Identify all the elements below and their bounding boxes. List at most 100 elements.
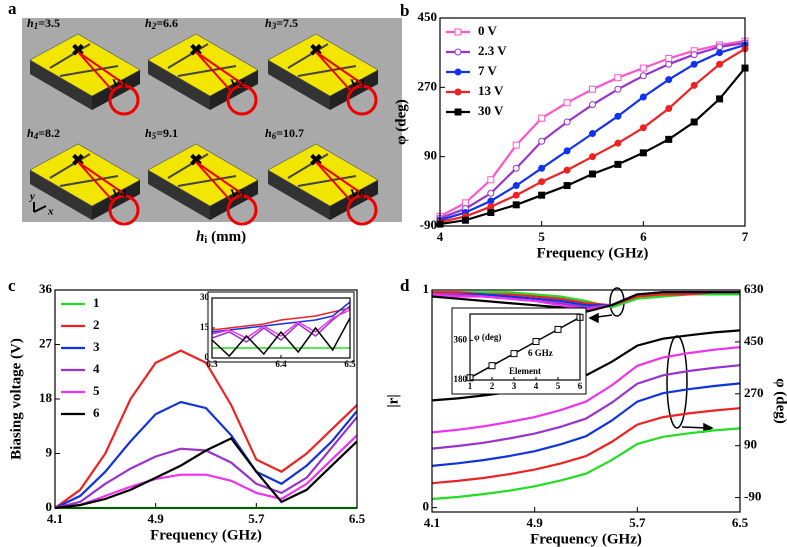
legend-label: 3	[93, 339, 100, 354]
panel-label: a	[8, 0, 17, 18]
h-value: =8.2	[38, 126, 60, 140]
marker	[614, 139, 622, 147]
plot-frame	[431, 289, 741, 513]
zoom-circle	[226, 84, 258, 116]
h-label: h2=6.6	[145, 16, 178, 31]
version-label: V4	[112, 186, 127, 200]
legend-label: 2.3 V	[478, 43, 507, 58]
y2-tick-label: -90	[744, 489, 761, 504]
h-symbol: h	[27, 16, 34, 30]
x-tick-label: 2	[490, 381, 495, 391]
h-symbol: h	[27, 126, 34, 140]
zoom-lines	[315, 51, 375, 93]
y-axis-label: Biasing voltage (V)	[8, 338, 24, 460]
h-symbol: h	[145, 16, 152, 30]
axis-name: y	[28, 191, 35, 203]
h-index: 5	[152, 131, 157, 141]
h-symbol: h	[265, 16, 272, 30]
marker	[589, 153, 596, 161]
marker	[639, 72, 647, 80]
series-line	[431, 346, 741, 434]
legend-label: 6	[93, 405, 100, 420]
marker	[589, 170, 596, 178]
axis-name: x	[47, 206, 54, 218]
marker	[512, 164, 520, 172]
x-axis-label: Frequency (GHz)	[537, 245, 649, 261]
legend-label: 1	[93, 295, 100, 310]
block-side	[268, 60, 330, 110]
axes-arrows	[33, 202, 47, 213]
legend-marker	[454, 28, 462, 36]
x-tick-label: 6.3	[206, 359, 218, 369]
y-tick-label: 36	[39, 281, 53, 296]
legend-label: 13 V	[478, 83, 504, 98]
x-axis-label: Element	[509, 366, 541, 376]
legend-marker	[454, 48, 462, 56]
block-top	[147, 33, 259, 97]
series-line	[54, 400, 358, 509]
y-tick-label: 0	[46, 499, 53, 514]
series-line	[211, 309, 351, 339]
x-tick-label: 6	[640, 229, 647, 244]
x-tick-label: 4.1	[424, 515, 440, 530]
panel-label: d	[400, 276, 410, 295]
marker	[487, 176, 495, 184]
marker	[563, 182, 571, 190]
y-tick-label: 9	[46, 444, 53, 459]
h-value: =3.5	[38, 16, 60, 30]
x-tick-label: 3	[512, 381, 517, 391]
y-tick-label: 270	[418, 78, 438, 93]
legend-marker	[454, 108, 462, 116]
legend-label: 5	[93, 383, 100, 398]
inset-background	[207, 291, 355, 363]
h-label: h1=3.5	[27, 16, 60, 31]
h-value: =6.6	[156, 16, 178, 30]
y-tick-label: 360	[454, 334, 468, 344]
h-symbol: h	[145, 126, 152, 140]
marker	[487, 203, 495, 211]
x-tick-label: 6.4	[275, 359, 287, 369]
y2-axis-label: φ (deg)	[773, 378, 787, 424]
legend-label: 4	[93, 361, 100, 376]
x-tick-label: 4.1	[47, 511, 63, 526]
marker	[639, 64, 647, 72]
slot	[287, 43, 357, 77]
h-index: 3	[271, 21, 277, 31]
version-label: V5	[230, 186, 245, 200]
series-line	[54, 437, 358, 510]
series-line	[211, 317, 351, 358]
legend-label: 7 V	[478, 63, 498, 78]
marker	[690, 118, 698, 126]
series-line	[469, 316, 581, 379]
marker	[512, 191, 520, 199]
marker	[538, 137, 546, 145]
marker	[589, 85, 596, 93]
marker	[639, 149, 647, 157]
y2-tick-label: 270	[744, 385, 764, 400]
marker	[538, 114, 546, 122]
x-tick-label: 6.5	[349, 511, 366, 526]
block-top	[147, 143, 259, 207]
version-label: V6	[350, 186, 365, 200]
zoom-circle	[226, 194, 258, 226]
series-line	[211, 307, 351, 331]
marker	[563, 166, 571, 174]
y-tick-label: 15	[200, 322, 210, 332]
y-tick-label: 450	[418, 9, 438, 24]
caption-index: i	[204, 235, 207, 246]
version-label: V1	[112, 76, 127, 90]
marker	[639, 93, 647, 101]
y-tick-label: -90	[420, 217, 437, 232]
marker	[665, 105, 673, 113]
marker	[563, 118, 571, 126]
zoom-circle	[346, 84, 378, 116]
x-tick-label: 4.9	[148, 511, 165, 526]
y-tick-label: 180	[454, 374, 468, 384]
y-tick-label: 0	[205, 352, 210, 362]
y-axis-label: φ (deg)	[474, 332, 501, 342]
x-tick-label: 7	[742, 229, 749, 244]
slot	[49, 153, 119, 187]
series-line	[54, 434, 358, 510]
zoom-lines	[195, 161, 255, 203]
plot-frame	[439, 17, 746, 227]
